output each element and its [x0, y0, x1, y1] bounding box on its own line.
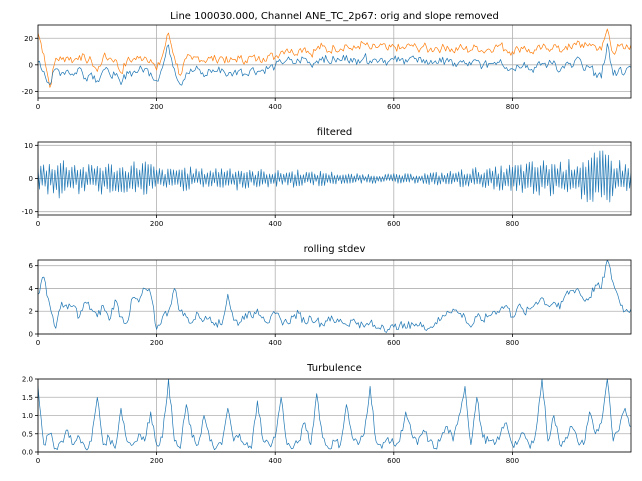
x-tick-label: 600 — [387, 220, 400, 228]
x-tick-label: 800 — [506, 103, 519, 111]
x-tick-label: 0 — [36, 339, 40, 347]
x-tick-label: 400 — [269, 339, 282, 347]
y-tick-label: 6 — [29, 262, 34, 270]
series-line-0 — [38, 150, 631, 203]
series-lines — [38, 260, 631, 333]
y-tick-label: 2 — [29, 308, 33, 316]
x-tick-label: 0 — [36, 457, 40, 465]
y-tick-label: 0 — [29, 331, 33, 339]
grid-lines — [37, 25, 631, 98]
y-tick-label: 2.0 — [22, 376, 33, 384]
y-tick-label: 0 — [29, 61, 33, 69]
x-tick-label: 0 — [36, 103, 40, 111]
y-tick-label: -10 — [22, 208, 33, 216]
x-tick-label: 400 — [269, 457, 282, 465]
plot-frame — [37, 259, 632, 335]
y-tick-label: 0.5 — [22, 430, 33, 438]
y-tick-label: 20 — [24, 35, 33, 43]
x-tick-label: 800 — [506, 457, 519, 465]
x-tick-label: 600 — [387, 103, 400, 111]
y-tick-label: 1.0 — [22, 412, 33, 420]
y-tick-label: 0 — [29, 175, 33, 183]
y-tick-label: -20 — [22, 88, 33, 96]
x-tick-label: 400 — [269, 220, 282, 228]
series-lines — [38, 379, 631, 451]
panel-turbulence: Turbulence 0 200 400 600 800 0.0 0.5 1.0 1.5 2.0 — [22, 363, 632, 466]
x-tick-label: 600 — [387, 457, 400, 465]
axis-ticks: 0 200 400 600 800 0.0 0.5 1.0 1.5 2.0 — [22, 376, 519, 466]
x-tick-label: 200 — [150, 220, 163, 228]
panel-title: rolling stdev — [304, 244, 366, 255]
series-line-0 — [38, 379, 631, 451]
axis-ticks: 0 200 400 600 800 0 2 4 6 — [29, 262, 520, 347]
x-tick-label: 200 — [150, 457, 163, 465]
x-tick-label: 200 — [150, 103, 163, 111]
series-lines — [38, 28, 631, 88]
x-tick-label: 200 — [150, 339, 163, 347]
y-tick-label: 10 — [24, 142, 33, 150]
y-tick-label: 4 — [29, 285, 34, 293]
x-tick-label: 0 — [36, 220, 40, 228]
series-line-1 — [38, 43, 631, 86]
y-tick-label: 1.5 — [22, 394, 33, 402]
series-line-0 — [38, 28, 631, 88]
x-tick-label: 400 — [269, 103, 282, 111]
x-tick-label: 800 — [506, 220, 519, 228]
series-line-0 — [38, 260, 631, 333]
panel-orig-and-slope-removed: Line 100030.000, Channel ANE_TC_2p67: or… — [22, 11, 632, 111]
series-lines — [38, 150, 631, 203]
panel-title: Turbulence — [306, 363, 362, 374]
plot-frame — [37, 24, 632, 99]
x-tick-label: 600 — [387, 339, 400, 347]
panel-title: Line 100030.000, Channel ANE_TC_2p67: or… — [170, 11, 499, 22]
panel-rolling-stdev: rolling stdev 0 200 400 600 800 0 2 4 6 — [29, 244, 632, 347]
panel-title: filtered — [317, 127, 353, 138]
y-tick-label: 0.0 — [22, 449, 33, 457]
x-tick-label: 800 — [506, 339, 519, 347]
